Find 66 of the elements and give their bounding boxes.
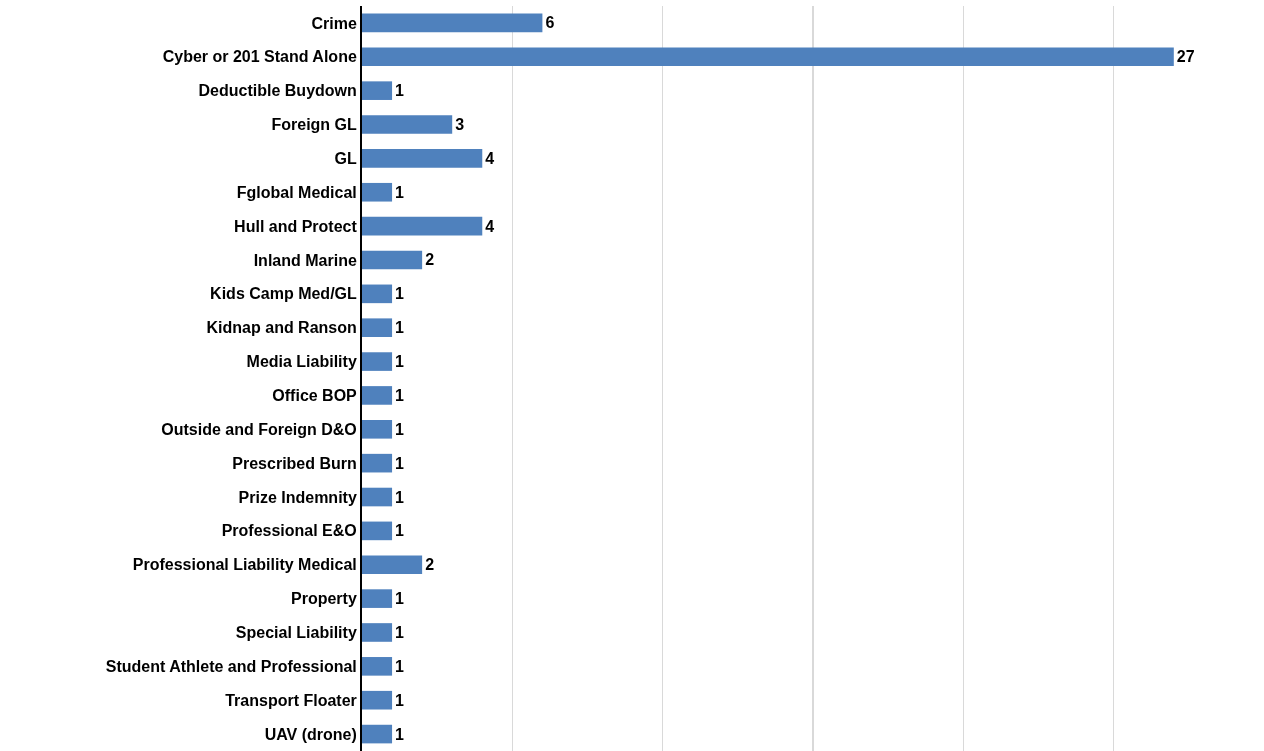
- bar: [362, 487, 393, 507]
- bar: [362, 318, 393, 338]
- data-label: 1: [395, 454, 405, 472]
- bar: [362, 724, 393, 744]
- data-label: 1: [395, 488, 405, 506]
- bar: [362, 690, 393, 710]
- data-label: 1: [395, 319, 405, 337]
- data-label: 1: [395, 285, 405, 303]
- bar: [362, 386, 393, 405]
- y-tick-label: Prescribed Burn: [232, 454, 357, 472]
- bar: [362, 216, 483, 236]
- bar: [362, 115, 453, 134]
- data-label: 1: [395, 522, 405, 540]
- data-label: 6: [545, 14, 555, 32]
- data-label: 1: [395, 725, 405, 743]
- bar: [362, 589, 393, 608]
- y-tick-label: Prize Indemnity: [238, 488, 357, 506]
- bar: [362, 555, 423, 575]
- bar: [362, 250, 423, 270]
- data-label: 1: [395, 420, 405, 438]
- y-tick-label: Crime: [311, 14, 357, 32]
- bar: [362, 352, 393, 371]
- y-tick-label: Deductible Buydown: [198, 82, 357, 100]
- data-label: 4: [485, 217, 495, 235]
- bar: [362, 47, 1174, 67]
- bar: [362, 623, 393, 642]
- data-label: 1: [395, 691, 405, 709]
- data-label: 4: [485, 149, 495, 167]
- data-label: 1: [395, 82, 405, 100]
- y-tick-label: Cyber or 201 Stand Alone: [162, 48, 357, 66]
- y-tick-label: Fglobal Medical: [236, 183, 357, 201]
- y-tick-label: GL: [334, 149, 358, 167]
- y-tick-label: Hull and Protect: [234, 217, 358, 235]
- y-tick-label: Media Liability: [246, 353, 357, 371]
- data-label: 1: [395, 623, 405, 641]
- data-label: 1: [395, 183, 405, 201]
- bar: [362, 149, 483, 168]
- bar: [362, 13, 543, 33]
- bar: [362, 81, 393, 100]
- bar: [362, 453, 393, 473]
- bar: [362, 182, 393, 202]
- data-label: 2: [425, 251, 435, 269]
- data-label: 1: [395, 657, 405, 675]
- bar: [362, 521, 393, 541]
- data-label: 3: [455, 116, 465, 134]
- data-label: 1: [395, 353, 405, 371]
- y-tick-label: Professional E&O: [221, 522, 357, 540]
- data-label: 1: [395, 590, 405, 608]
- data-label: 1: [395, 386, 405, 404]
- bar: [362, 284, 393, 304]
- y-tick-label: Outside and Foreign D&O: [161, 420, 357, 438]
- y-tick-label: Kidnap and Ranson: [206, 319, 357, 337]
- y-tick-label: Foreign GL: [271, 116, 358, 134]
- y-tick-label: Student Athlete and Professional: [105, 657, 357, 675]
- y-tick-label: Transport Floater: [225, 691, 357, 709]
- bar: [362, 657, 393, 676]
- y-tick-label: UAV (drone): [264, 725, 357, 743]
- bar: [362, 419, 393, 439]
- y-tick-label: Property: [291, 590, 357, 608]
- y-tick-label: Kids Camp Med/GL: [210, 285, 358, 303]
- y-tick-label: Special Liability: [235, 624, 357, 642]
- y-tick-label: Office BOP: [272, 387, 358, 405]
- data-label: 27: [1176, 48, 1195, 66]
- y-tick-label: Inland Marine: [253, 251, 357, 269]
- y-tick-label: Professional Liability Medical: [132, 556, 357, 574]
- data-label: 2: [425, 556, 435, 574]
